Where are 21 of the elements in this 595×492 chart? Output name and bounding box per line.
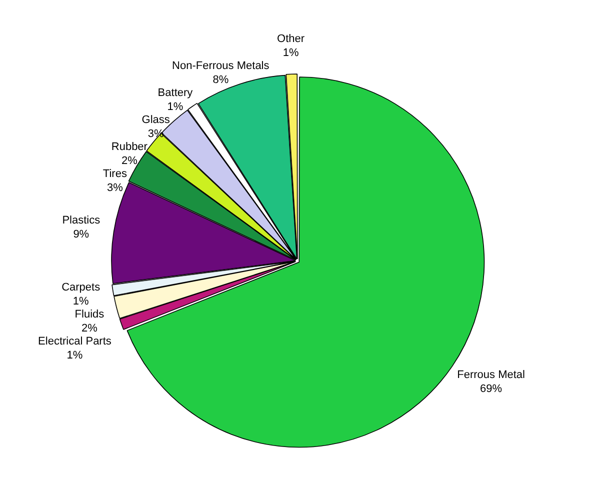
data-label: 8% — [212, 74, 229, 86]
slice-label: Plastics — [62, 214, 101, 226]
data-label: 2% — [82, 322, 98, 335]
data-label: 69% — [480, 382, 502, 395]
data-label: 1% — [66, 350, 83, 362]
slice-label: Non-Ferrous Metals — [172, 60, 270, 72]
data-label: 1% — [282, 47, 299, 60]
slice-label: Glass — [142, 114, 170, 126]
data-label: 3% — [106, 182, 124, 194]
slice-label: Electrical Parts — [38, 336, 112, 348]
data-label: 2% — [121, 155, 138, 168]
slice-label: Battery — [158, 87, 194, 100]
slice-label: Tires — [102, 168, 128, 180]
slice-label: Ferrous Metal — [457, 368, 525, 381]
data-label: 1% — [72, 296, 90, 308]
slice-label: Other — [277, 33, 305, 46]
slice-label: Carpets — [62, 282, 101, 294]
slice-label: Rubber — [111, 141, 148, 154]
data-label: 1% — [167, 101, 184, 114]
data-label: 9% — [73, 228, 90, 240]
slice-label: Fluids — [74, 308, 105, 321]
